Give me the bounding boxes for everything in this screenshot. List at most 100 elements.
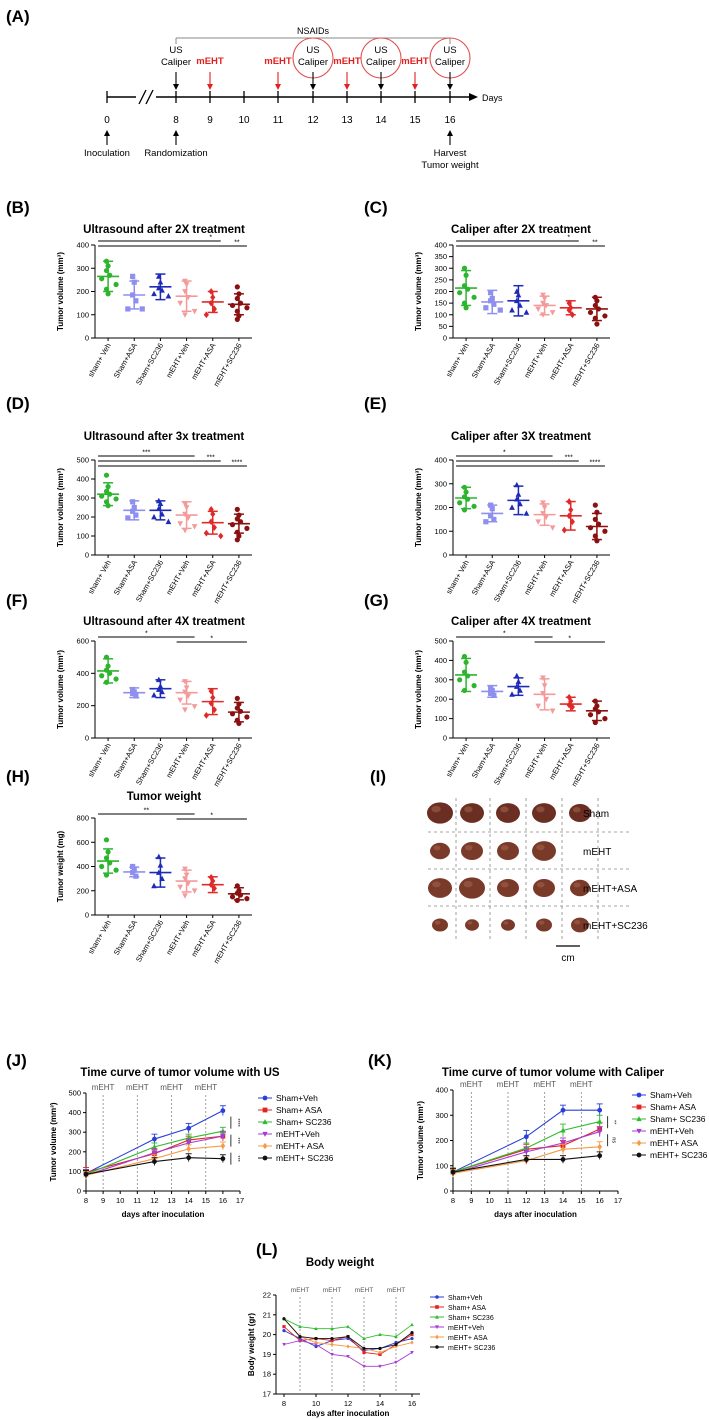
y-tick-label: 300 (76, 264, 89, 273)
category-label: sham+ Veh (86, 742, 113, 779)
y-tick-label: 0 (85, 551, 89, 560)
scale-label: cm (561, 953, 574, 964)
y-tick-label: 500 (434, 637, 447, 646)
data-point (203, 529, 209, 537)
chart-title: Caliper after 4X treatment (451, 616, 591, 628)
data-point (152, 1136, 157, 1142)
tumor-highlight (536, 806, 545, 813)
chart-panel-e: (E) Caliper after 3X treatment 0 100 200 300 4… (364, 394, 610, 605)
event-arrowhead (344, 84, 350, 90)
tumor-specimen (532, 841, 556, 861)
tumor-highlight (464, 806, 473, 813)
data-point (523, 1134, 529, 1140)
chart-title: Time curve of tumor volume with Caliper (442, 1067, 665, 1079)
legend-entry: Sham+Veh (650, 1090, 692, 1100)
data-point (488, 513, 494, 519)
data-point (471, 683, 477, 689)
y-tick-label: 200 (76, 701, 89, 710)
data-point (513, 672, 520, 679)
data-point (346, 1354, 350, 1359)
category-label: mEHT+SC236 (570, 342, 602, 389)
legend-entry: mEHT+ SC236 (650, 1150, 708, 1160)
y-tick-label: 200 (434, 503, 447, 512)
category-label: Sham+ASA (470, 742, 497, 780)
category-label: mEHT+SC236 (570, 742, 602, 789)
chart-panel-l: (L) Body weight 17 18 19 20 21 22 8 10 12 14 16 Body … (247, 1240, 495, 1418)
category-label: mEHT+Veh (522, 559, 549, 597)
x-tick-label: 13 (540, 1196, 548, 1205)
chart-title: Caliper after 3X treatment (451, 431, 591, 443)
data-point (282, 1343, 286, 1347)
data-point (151, 290, 157, 297)
data-point (182, 707, 188, 713)
legend-marker (435, 1334, 439, 1340)
tumor-highlight (463, 880, 473, 888)
series-line (85, 1110, 224, 1174)
timeline-day-label: 9 (207, 115, 213, 126)
y-tick-label: 500 (76, 456, 89, 465)
panel-label: (H) (6, 767, 30, 786)
category-label: mEHT+SC236 (570, 559, 602, 606)
treatment-annotation: mEHT (497, 1080, 520, 1089)
y-tick-label: 22 (263, 1291, 271, 1300)
data-point (410, 1350, 414, 1355)
data-point (378, 1350, 382, 1355)
y-tick-label: 200 (76, 287, 89, 296)
data-point (234, 316, 240, 322)
data-point (99, 673, 105, 679)
data-point (330, 1342, 334, 1347)
panel-label: (D) (6, 394, 30, 413)
data-point (561, 526, 567, 534)
data-point (457, 500, 463, 506)
category-label: Sham+ASA (112, 919, 139, 957)
category-label: mEHT+SC236 (212, 342, 244, 389)
data-point (549, 525, 556, 531)
tumor-specimen (461, 841, 483, 861)
legend-entry: mEHT+ SC236 (448, 1345, 495, 1352)
y-tick-label: 200 (68, 1147, 81, 1156)
axis-break-slash-2 (145, 89, 154, 105)
y-tick-label: 300 (434, 264, 447, 273)
series-line (85, 1130, 223, 1175)
panel-label-a: (A) (6, 7, 30, 26)
tumor-highlight (464, 844, 473, 851)
data-point (220, 1133, 226, 1139)
legend-entry: Sham+ SC236 (448, 1315, 494, 1322)
data-point (314, 1340, 318, 1345)
data-point (139, 306, 145, 312)
legend-marker (262, 1095, 268, 1101)
x-axis-label: days after inoculation (307, 1409, 390, 1418)
data-point (483, 305, 489, 311)
series-line (452, 1109, 600, 1173)
data-point (234, 284, 240, 290)
chart-panel-f: (F) Ultrasound after 4X treatment 0 200 400 6… (6, 591, 252, 788)
chart-panel-h: (H) Tumor weight 0 200 400 600 800 Tumor weight… (6, 767, 252, 965)
x-tick-label: 16 (595, 1196, 603, 1205)
data-point (314, 1336, 318, 1341)
treatment-annotation: mEHT (570, 1080, 593, 1089)
x-tick-label: 12 (344, 1399, 352, 1408)
x-tick-label: 10 (312, 1399, 320, 1408)
legend: Sham+Veh Sham+ ASA Sham+ SC236 mEHT+Veh mEHT… (258, 1093, 334, 1163)
legend-entry: mEHT+ SC236 (276, 1153, 334, 1163)
treatment-annotation: mEHT (460, 1080, 483, 1089)
y-tick-label: 20 (263, 1330, 271, 1339)
y-tick-label: 250 (434, 275, 447, 284)
data-point (191, 524, 198, 530)
legend-entry: Sham+Veh (276, 1093, 318, 1103)
us-caliper-label: Caliper (435, 57, 465, 68)
tumor-highlight (431, 805, 441, 813)
legend-entry: Sham+ ASA (276, 1105, 322, 1115)
data-point (186, 1155, 192, 1161)
category-label: sham+ Veh (444, 742, 471, 779)
category-label: mEHT+ASA (189, 342, 217, 382)
y-axis-label: Tumor volume (mm³) (49, 1102, 58, 1181)
timeline-day-label: 11 (273, 115, 284, 126)
data-point (497, 307, 503, 313)
data-point (597, 1153, 603, 1159)
data-point (99, 863, 105, 870)
data-point (560, 1107, 566, 1113)
y-tick-label: 600 (76, 637, 89, 646)
category-label: sham+ Veh (444, 342, 471, 379)
